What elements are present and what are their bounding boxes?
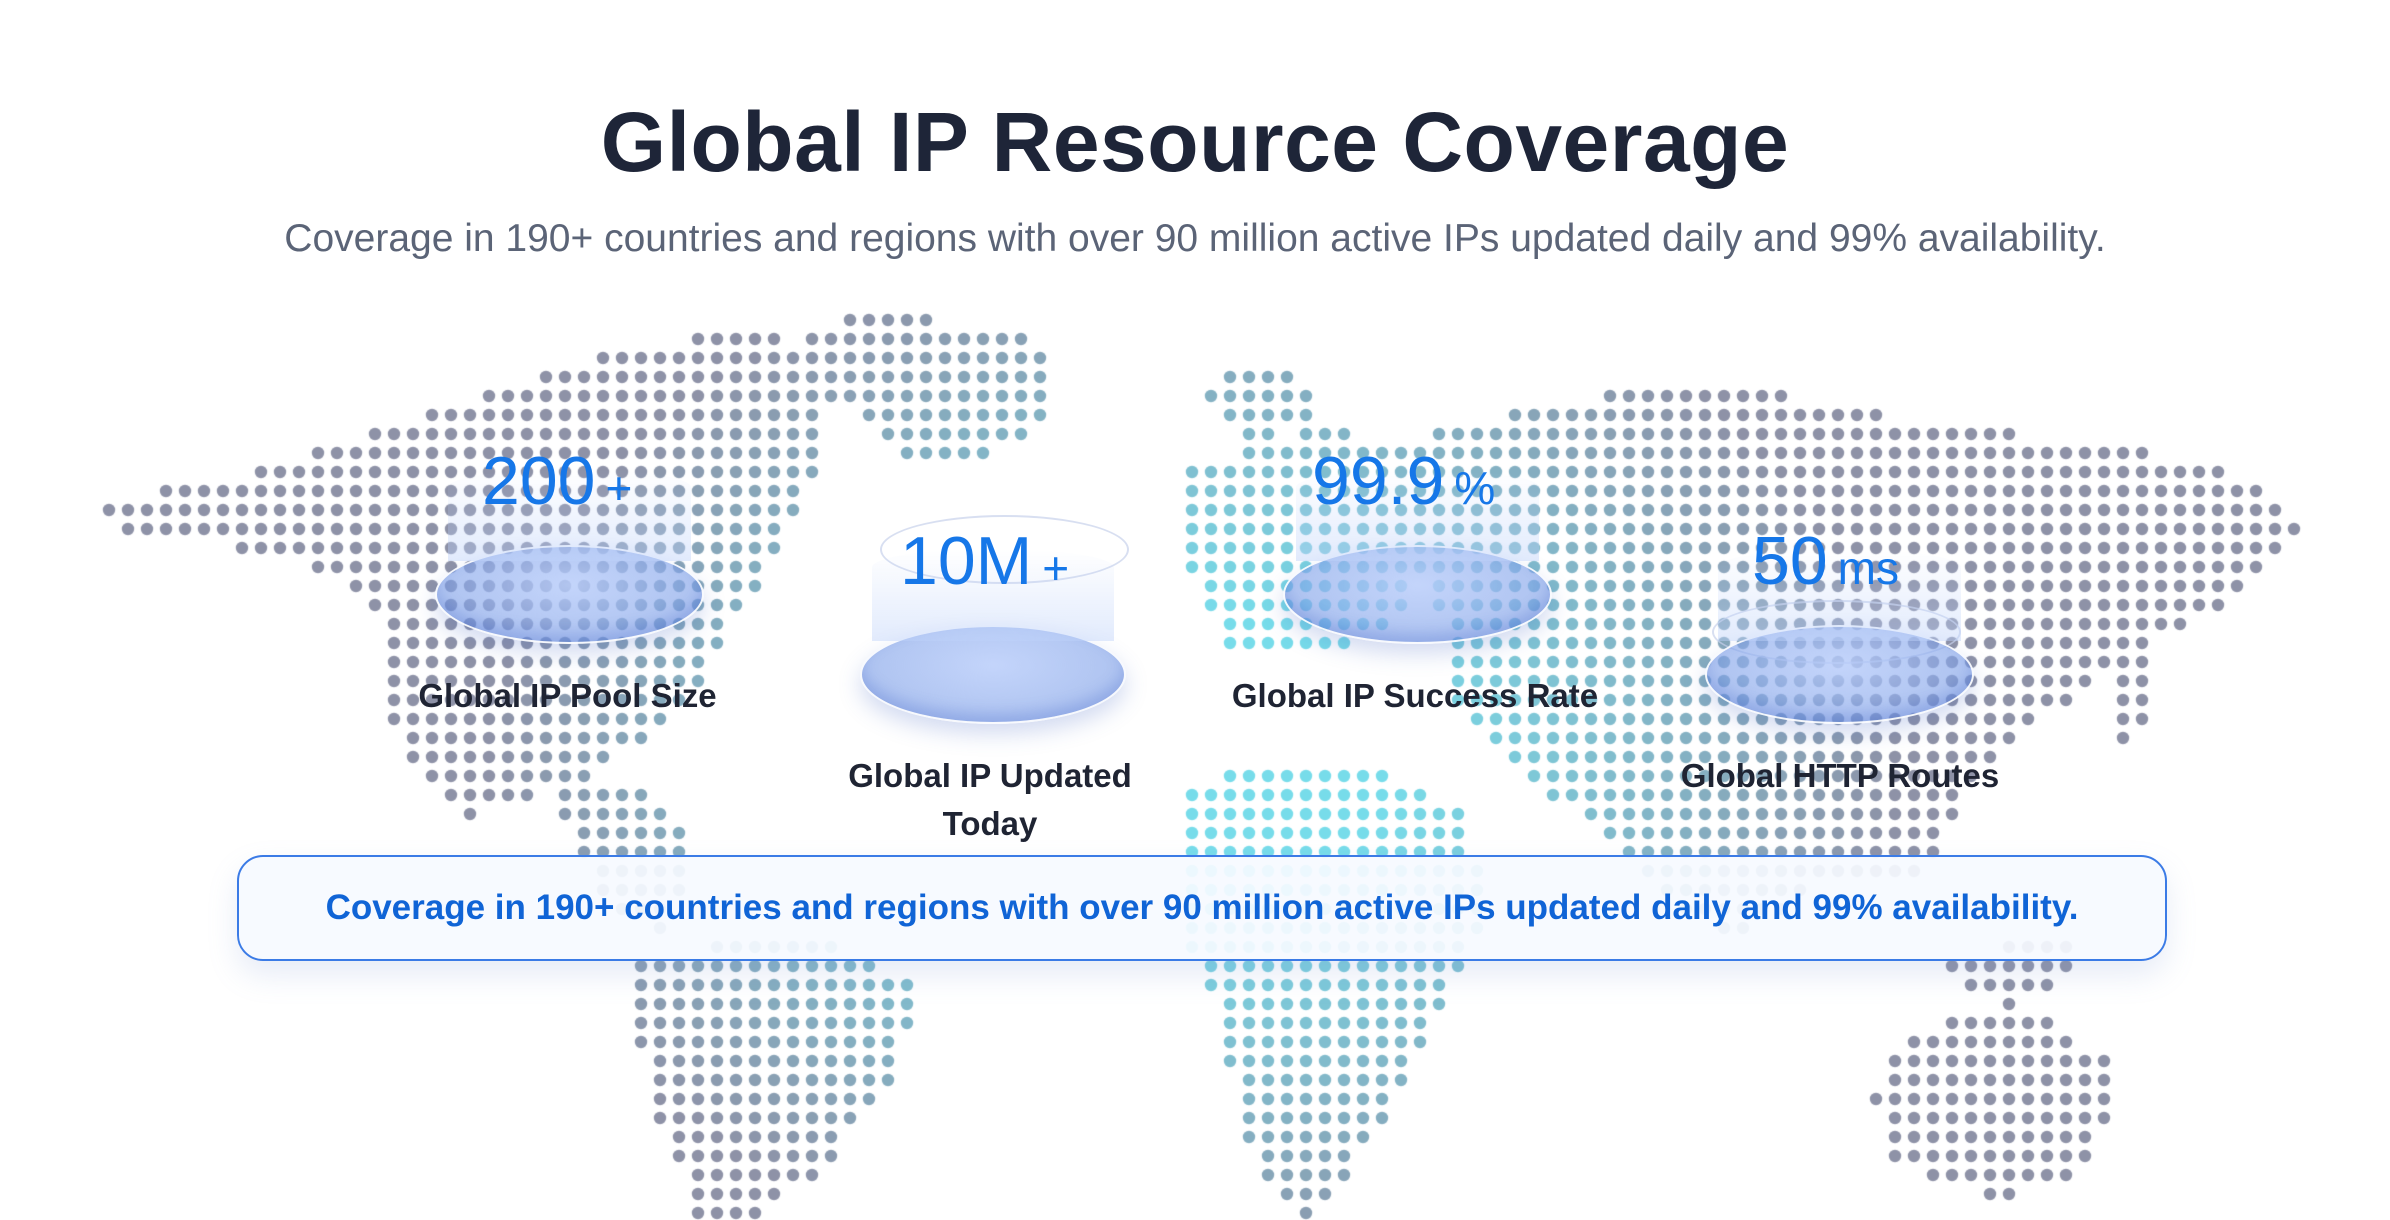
stat-label: Global HTTP Routes (1680, 757, 2000, 794)
podium-ring (880, 515, 1129, 584)
coverage-banner: Coverage in 190+ countries and regions w… (237, 855, 2167, 961)
stat-value: 200 + (482, 443, 633, 519)
podium-icon (435, 469, 704, 644)
stat-value: 50 ms (1752, 523, 1899, 599)
podium-icon (860, 549, 1126, 724)
podium-icon (1705, 549, 1974, 724)
stat-value: 99.9% (1312, 443, 1496, 519)
page-title: Global IP Resource Coverage (600, 95, 1790, 190)
stat-label: Global IP Success Rate (1231, 677, 1599, 714)
page-subtitle: Coverage in 190+ countries and regions w… (284, 217, 2106, 260)
stat-label: Global IP Updated Today (848, 757, 1132, 842)
stat-value: 10M + (900, 523, 1070, 599)
podium-icon (1283, 469, 1552, 644)
stat-label: Global IP Pool Size (418, 677, 717, 714)
